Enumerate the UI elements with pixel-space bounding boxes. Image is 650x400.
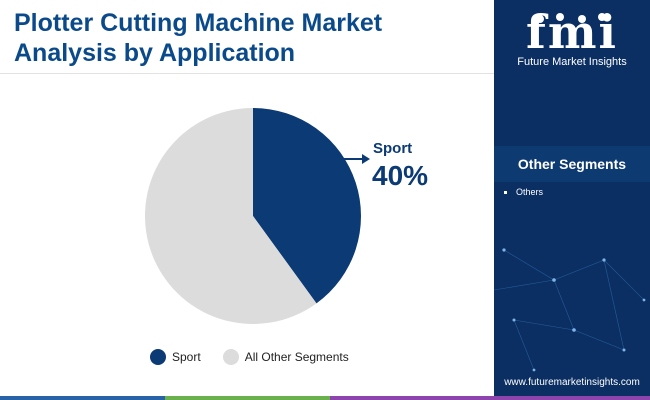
other-segments-title: Other Segments <box>517 156 627 172</box>
legend-label-sport: Sport <box>172 350 201 364</box>
pie-slice-sport <box>253 108 361 304</box>
other-segments-list: Others <box>504 184 543 197</box>
bullet-icon <box>504 190 507 194</box>
bottom-bar-segment <box>165 396 330 400</box>
bottom-color-bar <box>0 396 650 400</box>
legend-swatch-all-other <box>222 349 239 365</box>
annotation-label: Sport <box>373 140 412 157</box>
website-url: www.futuremarketinsights.com <box>504 377 640 388</box>
bottom-bar-segment <box>330 396 650 400</box>
annotation-value: 40% <box>372 160 428 191</box>
logo-subtitle: Future Market Insights <box>517 56 627 68</box>
network-graphic <box>494 248 646 372</box>
logo-letters: fmi <box>526 5 618 59</box>
header-divider <box>0 73 494 74</box>
other-segments-header: Other Segments <box>494 146 650 182</box>
annotation-arrow-head <box>362 154 370 164</box>
title-line-1: Plotter Cutting Machine Market <box>14 9 383 37</box>
chart-legend: Sport All Other Segments <box>150 349 349 365</box>
list-item: Others <box>504 187 543 197</box>
fmi-logo: fmi Future Market Insights <box>494 0 650 74</box>
bottom-bar-segment <box>0 396 165 400</box>
pie-chart: Sport 40% <box>130 95 490 335</box>
title-line-2: Analysis by Application <box>14 39 296 67</box>
logo-icons <box>536 13 606 23</box>
legend-item-all-other: All Other Segments <box>222 349 349 365</box>
right-sidebar: fmi Future Market Insights Other Segment… <box>494 0 650 400</box>
other-segment-label: Others <box>516 187 544 197</box>
legend-label-all-other: All Other Segments <box>244 350 349 364</box>
legend-item-sport: Sport <box>150 349 201 365</box>
pie-slice-all-other-segments <box>144 108 317 324</box>
legend-swatch-sport <box>150 349 166 365</box>
page-title: Plotter Cutting Machine Market Analysis … <box>14 8 484 68</box>
pie-chart-svg: Sport 40% <box>144 108 428 324</box>
